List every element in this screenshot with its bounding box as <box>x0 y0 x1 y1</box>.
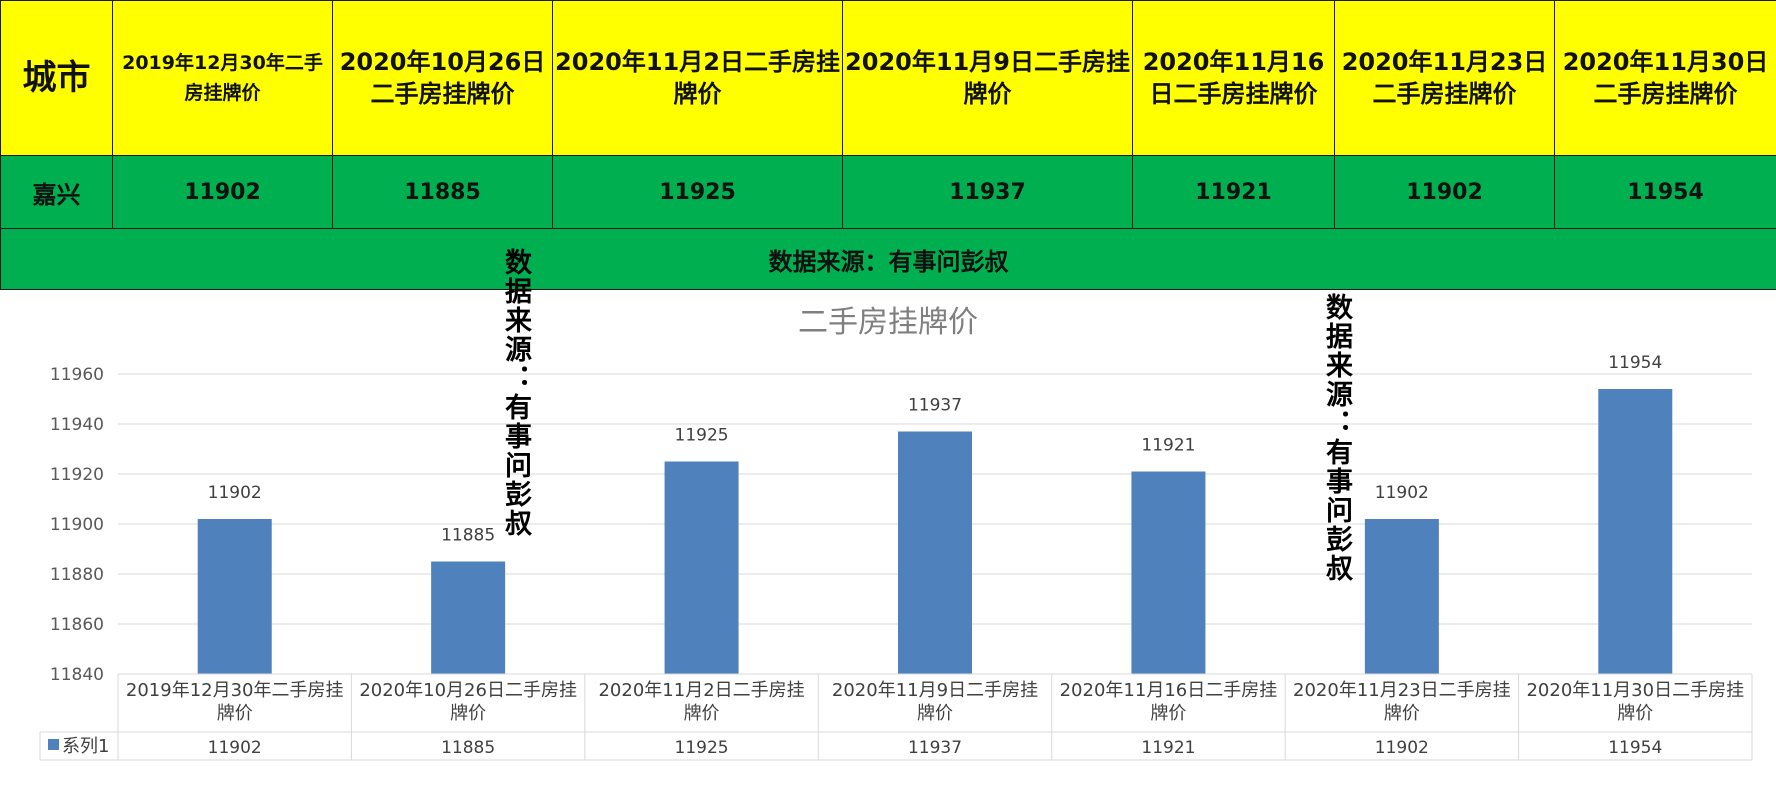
date-header-cell[interactable]: 2020年11月9日二手房挂牌价 <box>842 0 1133 156</box>
bar <box>664 461 739 674</box>
data-table-value: 11921 <box>1141 738 1195 758</box>
watermark-text: 数据来源：有事问彭叔 <box>1321 293 1352 583</box>
city-name-cell[interactable]: 嘉兴 <box>0 155 113 229</box>
bar <box>1364 519 1439 674</box>
date-header-cell[interactable]: 2020年11月30日二手房挂牌价 <box>1554 0 1776 156</box>
x-tick-label: 2020年11月9日二手房挂牌价 <box>832 680 1038 724</box>
date-header-cell[interactable]: 2020年11月16日二手房挂牌价 <box>1132 0 1335 156</box>
legend-label: 系列1 <box>62 736 109 757</box>
price-cell[interactable]: 11925 <box>552 155 843 229</box>
value-row: 嘉兴 11902 11885 11925 11937 11921 11902 1… <box>0 155 1776 229</box>
data-label: 11921 <box>1141 436 1195 456</box>
price-cell[interactable]: 11921 <box>1132 155 1335 229</box>
x-tick-label: 2020年11月30日二手房挂牌价 <box>1526 680 1744 724</box>
y-tick-label: 11920 <box>50 465 104 485</box>
data-label: 11885 <box>441 526 495 546</box>
data-table-value: 11937 <box>908 738 962 758</box>
bar <box>898 431 972 674</box>
x-tick-label: 2020年10月26日二手房挂牌价 <box>359 680 577 724</box>
x-tick-label: 2020年11月2日二手房挂牌价 <box>598 680 804 724</box>
y-tick-label: 11900 <box>50 515 104 535</box>
chart-title: 二手房挂牌价 <box>798 305 978 340</box>
data-table-value: 11902 <box>208 738 262 758</box>
x-tick-label: 2020年11月23日二手房挂牌价 <box>1293 680 1511 724</box>
data-label: 11937 <box>908 396 962 416</box>
price-cell[interactable]: 11937 <box>842 155 1133 229</box>
bar <box>1131 471 1206 674</box>
source-note-cell[interactable]: 数据来源：有事问彭叔 <box>0 228 1776 290</box>
y-tick-label: 11840 <box>50 665 104 685</box>
y-tick-label: 11880 <box>50 565 104 585</box>
price-cell[interactable]: 11885 <box>332 155 553 229</box>
price-table: 城市 2019年12月30年二手房挂牌价 2020年10月26日二手房挂牌价 2… <box>0 0 1776 290</box>
data-table-value: 11885 <box>441 738 495 758</box>
bar-chart: 二手房挂牌价 11840 11860 11880 11900 11920 11940 1196… <box>39 305 1753 761</box>
data-label: 11902 <box>1375 483 1429 503</box>
x-tick-label: 2020年11月16日二手房挂牌价 <box>1060 680 1278 724</box>
date-header-cell[interactable]: 2020年10月26日二手房挂牌价 <box>332 0 553 156</box>
data-label: 11954 <box>1608 353 1662 373</box>
y-tick-label: 11940 <box>50 415 104 435</box>
bar <box>1598 389 1673 674</box>
data-table-value: 11902 <box>1375 738 1429 758</box>
date-header-cell[interactable]: 2020年11月23日二手房挂牌价 <box>1334 0 1555 156</box>
bar <box>431 561 506 674</box>
data-label: 11902 <box>208 483 262 503</box>
price-cell[interactable]: 11902 <box>112 155 333 229</box>
date-header-cell[interactable]: 2020年11月2日二手房挂牌价 <box>552 0 843 156</box>
x-tick-label: 2019年12月30年二手房挂牌价 <box>126 680 344 724</box>
watermark-text: 数据来源：有事问彭叔 <box>500 248 531 538</box>
bar <box>197 519 272 674</box>
data-table-value: 11954 <box>1608 738 1662 758</box>
date-header-cell[interactable]: 2019年12月30年二手房挂牌价 <box>112 0 333 156</box>
source-row: 数据来源：有事问彭叔 <box>0 228 1776 290</box>
price-cell[interactable]: 11902 <box>1334 155 1555 229</box>
data-table-value: 11925 <box>675 738 729 758</box>
city-header-cell[interactable]: 城市 <box>0 0 113 156</box>
header-row: 城市 2019年12月30年二手房挂牌价 2020年10月26日二手房挂牌价 2… <box>0 0 1776 156</box>
data-label: 11925 <box>675 426 729 446</box>
price-cell[interactable]: 11954 <box>1554 155 1776 229</box>
y-tick-label: 11860 <box>50 615 104 635</box>
legend-key <box>48 739 59 750</box>
y-tick-label: 11960 <box>50 365 104 385</box>
